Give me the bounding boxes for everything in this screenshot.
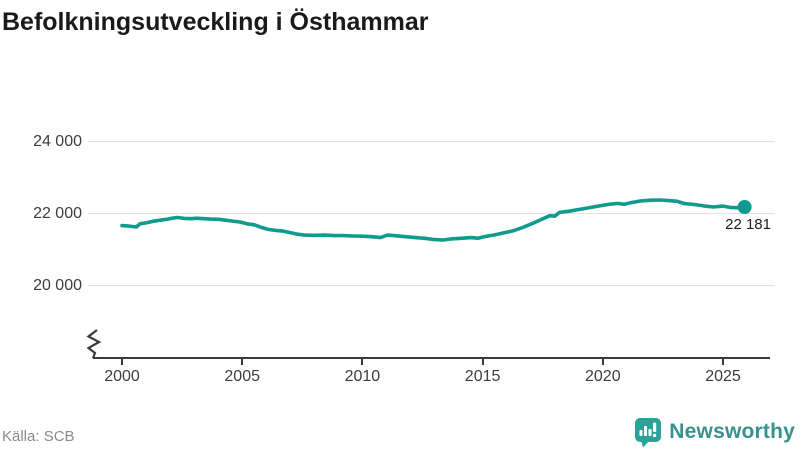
x-tick-2025: [722, 359, 724, 365]
x-tick-label-2020: 2020: [585, 368, 621, 385]
newsworthy-icon: [635, 417, 662, 447]
x-tick-label-2015: 2015: [464, 368, 501, 385]
x-tick-label-2010: 2010: [344, 368, 381, 385]
x-tick-2005: [241, 359, 244, 365]
x-tick-label-2000: 2000: [104, 368, 140, 385]
x-tick-2000: [121, 359, 123, 365]
source-note: Källa: SCB: [2, 428, 75, 445]
y-axis-break-icon: [86, 329, 102, 359]
population-line: [120, 198, 747, 242]
newsworthy-wordmark: Newsworthy: [669, 420, 795, 443]
gridline-20000: [88, 285, 775, 286]
plot-area: 20 000 22 000 24 000 2000 2005 2010 2015 2020 2…: [33, 132, 775, 385]
y-tick-label-24000: 24 000: [33, 132, 82, 150]
chart-title: Befolkningsutveckling i Östhammar: [2, 8, 429, 36]
gridline-24000: [88, 141, 775, 142]
x-tick-label-2025: 2025: [705, 368, 741, 385]
x-tick-2010: [361, 359, 364, 365]
y-tick-label-22000: 22 000: [33, 204, 82, 222]
x-tick-2015: [481, 359, 484, 365]
x-tick-label-2005: 2005: [224, 368, 260, 385]
latest-value-dot: [737, 200, 752, 214]
x-tick-2020: [601, 359, 604, 365]
x-axis-line: [93, 357, 770, 359]
end-value-label: 22 181: [725, 216, 771, 233]
newsworthy-logo[interactable]: Newsworthy: [634, 416, 795, 448]
gridline-22000: [88, 213, 775, 214]
y-tick-label-20000: 20 000: [33, 276, 82, 294]
